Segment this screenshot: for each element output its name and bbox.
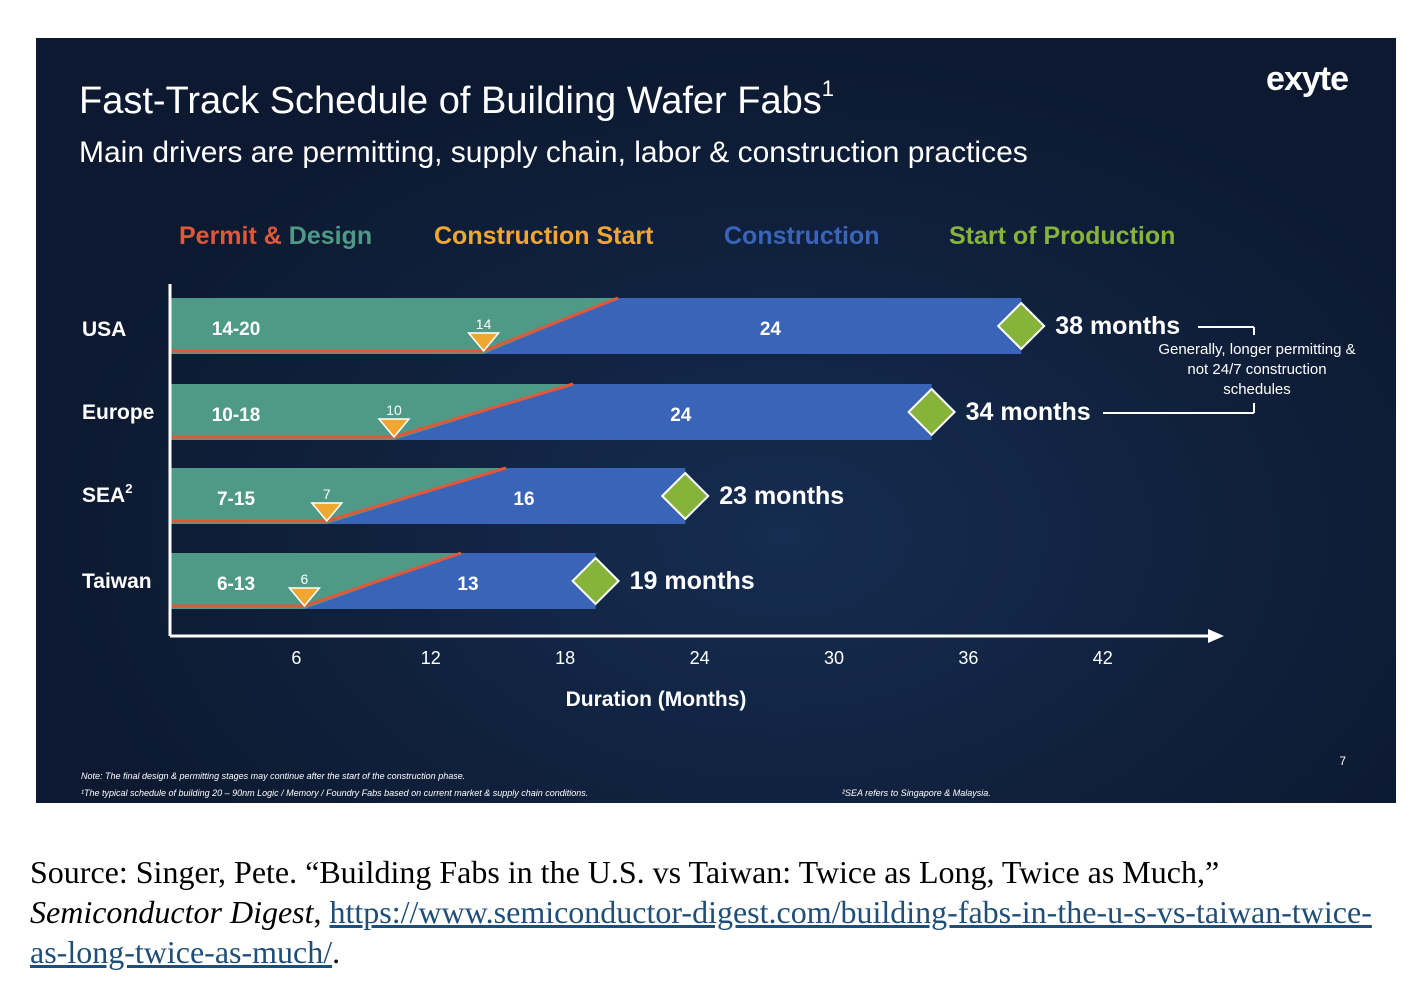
chart-subtitle: Main drivers are permitting, supply chai… bbox=[79, 136, 1028, 169]
production-marker-europe bbox=[907, 387, 957, 437]
total-duration-label-sea: 23 months bbox=[719, 482, 844, 510]
chart-title-text: Fast-Track Schedule of Building Wafer Fa… bbox=[79, 80, 822, 122]
footnote-note: Note: The final design & permitting stag… bbox=[81, 771, 466, 781]
row-label-taiwan: Taiwan bbox=[82, 570, 152, 593]
construction-duration-label-usa: 24 bbox=[760, 319, 782, 340]
construction-start-value-taiwan: 6 bbox=[301, 571, 309, 587]
x-tick-label-24: 24 bbox=[690, 648, 710, 668]
permit-slope-taiwan bbox=[303, 551, 462, 608]
production-marker-taiwan bbox=[571, 556, 621, 606]
x-tick-label-18: 18 bbox=[555, 648, 575, 668]
source-link[interactable]: https://www.semiconductor-digest.com/bui… bbox=[30, 894, 1372, 970]
x-tick-label-6: 6 bbox=[291, 648, 301, 668]
total-duration-label-usa: 38 months bbox=[1055, 312, 1180, 340]
caption-publication: Semiconductor Digest bbox=[30, 894, 314, 930]
production-marker-usa bbox=[996, 301, 1046, 351]
construction-start-marker-sea bbox=[310, 502, 344, 523]
x-tick-label-42: 42 bbox=[1093, 648, 1113, 668]
chart-slide: exyte Fast-Track Schedule of Building Wa… bbox=[36, 38, 1396, 803]
x-tick-label-30: 30 bbox=[824, 648, 844, 668]
construction-start-value-europe: 10 bbox=[386, 402, 402, 418]
permit-design-label-europe: 10-18 bbox=[212, 405, 261, 426]
callout-note: Generally, longer permitting & not 24/7 … bbox=[1158, 341, 1356, 398]
construction-start-marker-usa bbox=[466, 332, 501, 353]
permit-design-segment-europe bbox=[170, 384, 574, 440]
total-duration-label-taiwan: 19 months bbox=[630, 567, 755, 595]
permit-design-segment-sea bbox=[170, 468, 506, 524]
permit-design-label-usa: 14-20 bbox=[212, 319, 261, 340]
construction-start-marker-europe bbox=[377, 418, 411, 439]
row-label-europe: Europe bbox=[82, 401, 155, 424]
legend-ampersand: & bbox=[263, 222, 282, 250]
row-label-usa: USA bbox=[82, 318, 127, 341]
row-label-sea: SEA2 bbox=[82, 481, 133, 507]
construction-duration-label-europe: 24 bbox=[670, 405, 692, 426]
permit-design-label-sea: 7-15 bbox=[217, 489, 255, 510]
construction-start-value-usa: 14 bbox=[476, 316, 492, 332]
permit-slope-sea bbox=[326, 466, 507, 523]
chart-title-footnote-mark: 1 bbox=[821, 76, 834, 101]
source-caption: Source: Singer, Pete. “Building Fabs in … bbox=[30, 852, 1400, 972]
production-marker-sea bbox=[660, 471, 710, 521]
legend-construction-start: Construction Start bbox=[434, 222, 654, 250]
x-tick-label-12: 12 bbox=[421, 648, 441, 668]
construction-start-marker-taiwan bbox=[287, 587, 322, 608]
caption-prefix: Source: Singer, Pete. “Building Fabs in … bbox=[30, 854, 1220, 890]
gantt-chart: 14 14-20 24 38 months 10 10-18 24 34 months 7 7-1… bbox=[168, 284, 1255, 711]
legend-permit: Permit bbox=[179, 222, 257, 250]
permit-slope-europe bbox=[393, 382, 574, 439]
construction-duration-label-sea: 16 bbox=[513, 489, 534, 510]
footnote-1: ¹The typical schedule of building 20 – 9… bbox=[81, 788, 589, 798]
permit-slope-usa bbox=[483, 296, 619, 353]
caption-suffix: . bbox=[332, 934, 341, 970]
total-duration-label-europe: 34 months bbox=[966, 398, 1091, 426]
legend-permit-design: Permit & Design bbox=[179, 222, 372, 251]
construction-start-value-sea: 7 bbox=[323, 486, 331, 502]
permit-design-label-taiwan: 6-13 bbox=[217, 574, 255, 595]
legend-design: Design bbox=[288, 222, 373, 250]
legend-construction: Construction bbox=[724, 222, 880, 250]
caption-separator: , bbox=[313, 894, 330, 930]
x-tick-label-36: 36 bbox=[958, 648, 978, 668]
x-axis-arrow bbox=[1208, 629, 1224, 643]
chart-title: Fast-Track Schedule of Building Wafer Fa… bbox=[79, 76, 834, 123]
legend-start-of-production: Start of Production bbox=[949, 222, 1176, 250]
x-axis-title: Duration (Months) bbox=[566, 688, 747, 711]
permit-design-segment-usa bbox=[170, 298, 618, 354]
permit-design-segment-taiwan bbox=[170, 553, 462, 609]
exyte-logo: exyte bbox=[1266, 60, 1349, 98]
construction-duration-label-taiwan: 13 bbox=[457, 574, 478, 595]
page-number: 7 bbox=[1339, 754, 1346, 768]
footnote-2: ²SEA refers to Singapore & Malaysia. bbox=[842, 788, 991, 798]
